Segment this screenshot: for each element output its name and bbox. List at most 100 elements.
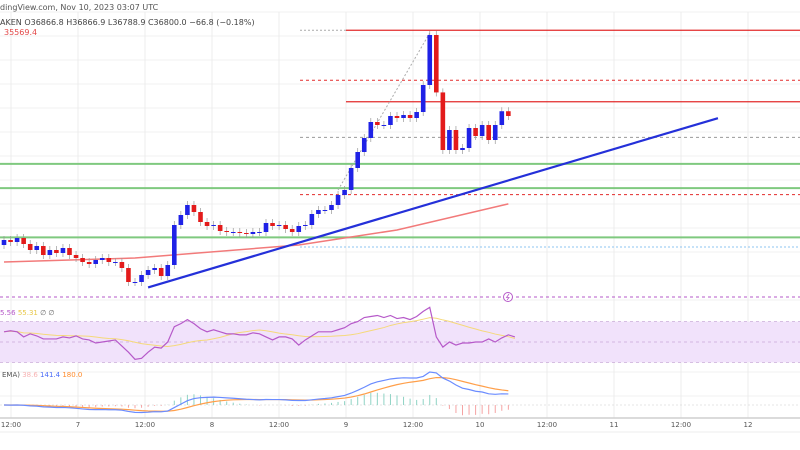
ema-value: 35569.4 [4,28,38,37]
candle-41 [270,223,275,226]
candle-76 [499,111,505,125]
candle-38 [250,232,256,234]
candle-37 [244,233,249,234]
candle-46 [303,225,308,226]
candle-61 [401,115,406,118]
candle-18 [119,262,125,268]
candle-24 [158,268,164,276]
rsi-value: 5.56 [0,309,16,317]
measure-line [337,32,431,191]
candle-10 [67,248,72,255]
candle-52 [342,190,347,195]
candle-5 [34,246,40,250]
time-tick-label: 12:00 [0,421,22,429]
candle-57 [375,122,380,125]
candle-69 [453,130,459,150]
candle-21 [139,275,144,282]
time-tick-label: 12:00 [134,421,156,429]
candle-43 [283,225,288,229]
candle-39 [257,232,262,233]
candle-31 [204,222,210,226]
macd-line [3,371,509,414]
candle-55 [361,138,367,152]
trend-line [147,117,719,289]
candle-56 [368,122,374,138]
candle-64 [420,85,426,112]
candle-71 [466,128,472,148]
candle-70 [460,148,465,150]
rsi-ma-line [3,317,516,347]
candle-68 [447,130,452,150]
candle-0 [1,240,7,245]
candle-9 [60,248,66,253]
candle-27 [178,215,184,225]
candle-4 [27,244,33,250]
candle-14 [93,260,98,264]
candle-16 [106,258,112,262]
candle-36 [237,232,243,233]
candle-77 [506,111,511,116]
candle-63 [414,112,419,118]
chart-source-timestamp: dingView.com, Nov 10, 2023 03:07 UTC [0,3,159,12]
candle-25 [165,265,171,276]
candle-20 [132,282,138,283]
candle-3 [21,238,26,244]
candle-7 [47,250,53,255]
candle-60 [394,116,400,118]
candle-58 [381,125,387,126]
ema-line [3,203,509,263]
rsi-ma-value: 55.31 [17,309,38,317]
time-tick-label: 12:00 [402,421,424,429]
candle-66 [434,35,439,93]
candle-75 [492,125,498,140]
rsi-line [3,306,516,360]
alert-icon [503,292,513,302]
time-tick-label: 12:00 [536,421,558,429]
macd-hist-value: 38.6 [22,371,38,379]
macd-legend: EMA) 38.6 141.4 180.0 [2,371,82,379]
candle-47 [309,214,315,225]
macd-signal-line [3,376,509,412]
candle-28 [185,205,190,215]
candle-51 [335,195,341,205]
macd-value: 141.4 [40,371,61,379]
ohlc-readout: AKEN O36866.8 H36866.9 L36788.9 C36800.0… [0,18,255,27]
candle-22 [145,270,151,275]
candle-2 [14,238,20,242]
candle-49 [322,210,328,211]
time-tick-label: 12 [743,421,753,429]
candle-8 [54,250,59,253]
candle-40 [263,223,269,232]
candle-65 [427,35,433,85]
candle-45 [296,226,302,232]
candle-62 [407,115,413,118]
candle-13 [86,262,92,264]
candle-44 [289,229,295,232]
candle-19 [126,268,131,282]
ohlc-values: O36866.8 H36866.9 L36788.9 C36800.0 −66.… [24,18,255,27]
rsi-extra: ∅ ∅ [40,309,55,317]
candle-34 [224,231,229,232]
time-tick-label: 9 [343,421,349,429]
candle-72 [473,128,478,136]
candle-73 [479,125,485,136]
time-tick-label: 11 [609,421,619,429]
candle-6 [41,246,46,255]
time-tick-label: 12:00 [670,421,692,429]
candle-67 [440,92,446,150]
candle-30 [198,212,203,222]
symbol-label: AKEN [0,18,22,27]
candle-26 [172,225,177,265]
time-tick-label: 8 [209,421,215,429]
candle-11 [73,255,79,258]
time-tick-label: 7 [75,421,81,429]
lightning-icon [505,293,510,301]
candle-29 [191,205,197,212]
candle-33 [217,225,223,231]
candle-32 [211,225,216,226]
candle-12 [80,258,85,262]
candle-23 [152,268,157,270]
candle-15 [99,258,105,260]
candle-35 [230,232,236,233]
